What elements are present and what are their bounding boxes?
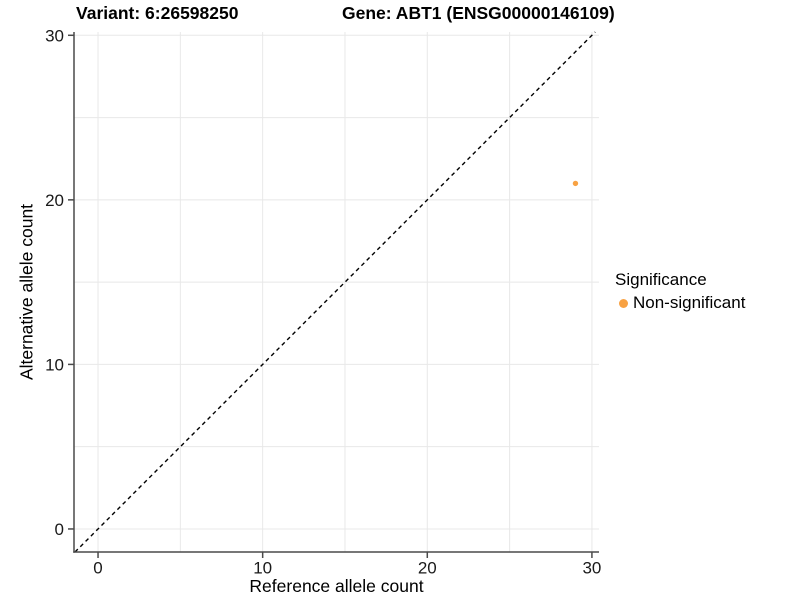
y-axis-title: Alternative allele count [16, 203, 37, 381]
legend-title: Significance [615, 270, 707, 289]
identity-line [74, 31, 596, 553]
data-point[interactable] [572, 180, 579, 187]
legend: Significance Non-significant [615, 270, 745, 313]
x-tick-label: 30 [582, 559, 601, 578]
y-tick-label: 0 [55, 520, 64, 539]
x-tick-label: 0 [93, 559, 102, 578]
variant-title: Variant: 6:26598250 [76, 3, 239, 23]
y-tick-label: 10 [45, 355, 64, 374]
x-tick-label: 20 [418, 559, 437, 578]
y-tick-label: 30 [45, 26, 64, 45]
x-tick-label: 10 [253, 559, 272, 578]
legend-item-label: Non-significant [633, 293, 746, 312]
x-axis-title: Reference allele count [249, 576, 424, 596]
gene-title: Gene: ABT1 (ENSG00000146109) [342, 3, 615, 23]
legend-point-icon [619, 298, 628, 308]
y-tick-label: 20 [45, 191, 64, 210]
legend-item-non-significant[interactable]: Non-significant [615, 293, 745, 313]
